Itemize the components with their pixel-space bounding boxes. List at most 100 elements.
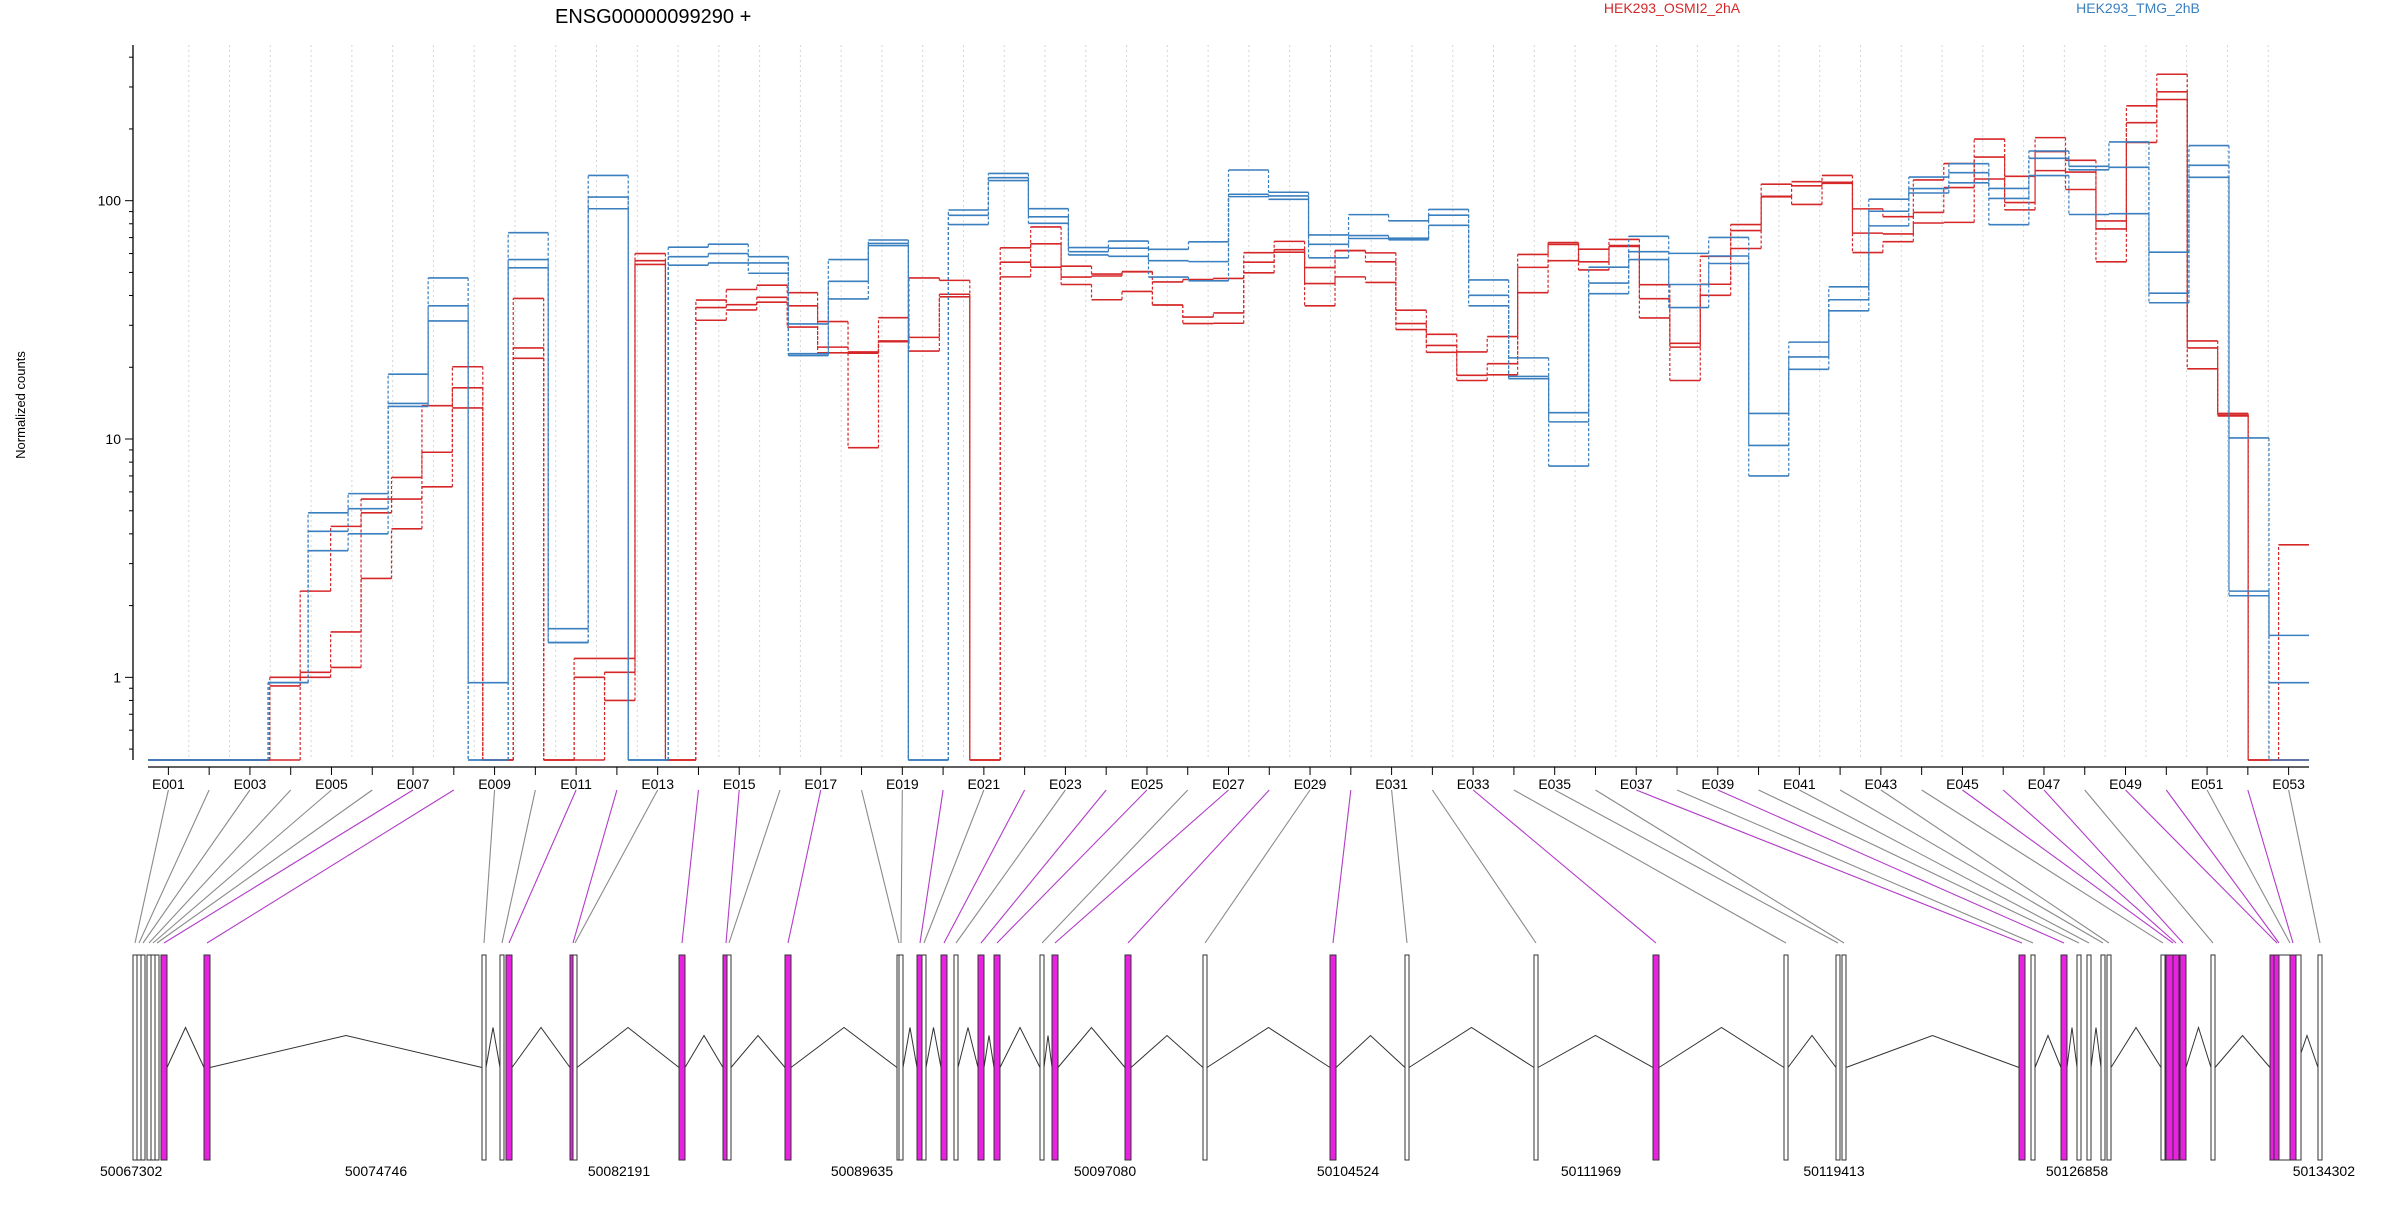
intron-line bbox=[1845, 1034, 2020, 1068]
exon-connector bbox=[148, 789, 292, 944]
exon-connector bbox=[1332, 789, 1352, 944]
exon-box-tested bbox=[678, 954, 686, 1161]
intron-line bbox=[1057, 1026, 1126, 1068]
exon-connector bbox=[1676, 789, 2034, 944]
exon-connector bbox=[1127, 789, 1270, 944]
exon-connector bbox=[725, 789, 740, 944]
intron-line bbox=[209, 1034, 483, 1068]
intron-line bbox=[1043, 1035, 1053, 1068]
exon-connector bbox=[1799, 789, 2090, 944]
exon-box bbox=[140, 954, 146, 1161]
legend-entry-tmg: HEK293_TMG_2hB bbox=[2076, 0, 2200, 16]
exon-box-tested bbox=[1051, 954, 1059, 1161]
exon-connector bbox=[1880, 789, 2110, 944]
x-tick-label: E001 bbox=[152, 776, 185, 792]
exon-box-tested bbox=[993, 954, 1001, 1161]
intron-line bbox=[684, 1034, 724, 1068]
exon-connector bbox=[1204, 789, 1311, 944]
exon-grid bbox=[188, 45, 2269, 760]
exon-connector bbox=[1041, 789, 1189, 944]
exon-connector bbox=[1758, 789, 2080, 944]
exon-connector bbox=[900, 789, 903, 944]
intron-line bbox=[983, 1035, 995, 1068]
exon-connector bbox=[1554, 789, 1839, 944]
intron-line bbox=[485, 1027, 501, 1068]
exon-connector bbox=[152, 789, 332, 944]
exon-connector bbox=[1717, 789, 2065, 944]
exon-connector bbox=[1431, 789, 1537, 944]
x-tick-label: E031 bbox=[1375, 776, 1408, 792]
intron-line bbox=[730, 1034, 786, 1068]
exon-box-tested bbox=[2060, 954, 2068, 1161]
exon-connector bbox=[996, 789, 1148, 944]
x-tick-label: E027 bbox=[1212, 776, 1245, 792]
exon-connector bbox=[1054, 789, 1229, 944]
exon-box bbox=[2100, 954, 2106, 1161]
intron-line bbox=[1408, 1026, 1535, 1068]
exon-box bbox=[898, 954, 904, 1161]
exon-connector bbox=[1962, 789, 2174, 944]
exon-box bbox=[726, 954, 732, 1161]
exon-connector bbox=[156, 789, 373, 944]
exon-box-tested bbox=[2179, 954, 2187, 1161]
exon-box bbox=[1835, 954, 1841, 1161]
exon-connector bbox=[2165, 789, 2280, 944]
intron-line bbox=[2090, 1027, 2102, 1068]
exon-connector bbox=[572, 789, 618, 944]
exon-connector bbox=[1921, 789, 2164, 944]
axes: 1 10 100 E001 E003 E005 E007 E009 E011 E013 E015 E0… bbox=[98, 45, 2309, 792]
exon-connector bbox=[483, 789, 496, 944]
exon-box bbox=[132, 954, 138, 1161]
exon-box bbox=[1404, 954, 1410, 1161]
coordinate-label: 50104524 bbox=[1317, 1163, 1380, 1179]
coordinate-label: 50074746 bbox=[345, 1163, 408, 1179]
x-tick-label: E013 bbox=[641, 776, 674, 792]
x-tick-label: E051 bbox=[2191, 776, 2224, 792]
intron-line bbox=[1335, 1034, 1406, 1068]
y-tick-label: 100 bbox=[98, 193, 122, 209]
series-lines bbox=[148, 73, 2309, 761]
exon-connector bbox=[923, 789, 985, 944]
series-1 bbox=[148, 90, 2309, 761]
x-tick-label: E015 bbox=[723, 776, 756, 792]
y-tick-label: 10 bbox=[105, 431, 121, 447]
coordinate-label: 50097080 bbox=[1074, 1163, 1137, 1179]
exon-connector bbox=[142, 789, 251, 944]
intron-line bbox=[925, 1027, 942, 1068]
exon-box bbox=[1039, 954, 1045, 1161]
exon-box bbox=[953, 954, 959, 1161]
exon-connector bbox=[1513, 789, 1787, 944]
x-tick-label: E005 bbox=[315, 776, 348, 792]
chart-title: ENSG00000099290 + bbox=[555, 6, 751, 28]
exon-box bbox=[146, 954, 152, 1161]
exon-box-tested bbox=[977, 954, 985, 1161]
intron-line bbox=[2110, 1026, 2162, 1068]
intron-line bbox=[790, 1026, 898, 1068]
exon-connector bbox=[2043, 789, 2184, 944]
exon-box-tested bbox=[1329, 954, 1337, 1161]
exon-connector bbox=[508, 789, 577, 944]
x-tick-label: E045 bbox=[1946, 776, 1979, 792]
exon-connector bbox=[138, 789, 210, 944]
exon-connector bbox=[574, 789, 659, 944]
exon-connector bbox=[1636, 789, 2023, 944]
y-axis-label: Normalized counts bbox=[13, 351, 28, 459]
x-tick-label: E053 bbox=[2272, 776, 2305, 792]
intron-line bbox=[999, 1026, 1041, 1068]
exon-box-tested bbox=[505, 954, 513, 1161]
intron-line bbox=[1206, 1026, 1331, 1068]
exon-connector bbox=[861, 789, 900, 944]
exon-box bbox=[1783, 954, 1789, 1161]
exon-connector bbox=[919, 789, 944, 944]
intron-line bbox=[1537, 1034, 1654, 1068]
x-tick-label: E019 bbox=[886, 776, 919, 792]
intron-line bbox=[511, 1026, 571, 1068]
x-tick-label: E037 bbox=[1620, 776, 1653, 792]
exon-box-tested bbox=[2289, 954, 2297, 1161]
x-tick-label: E007 bbox=[397, 776, 430, 792]
exon-connector bbox=[980, 789, 1107, 944]
intron-line bbox=[1787, 1034, 1837, 1068]
exon-connectors bbox=[134, 789, 2321, 944]
exon-box bbox=[136, 954, 142, 1161]
